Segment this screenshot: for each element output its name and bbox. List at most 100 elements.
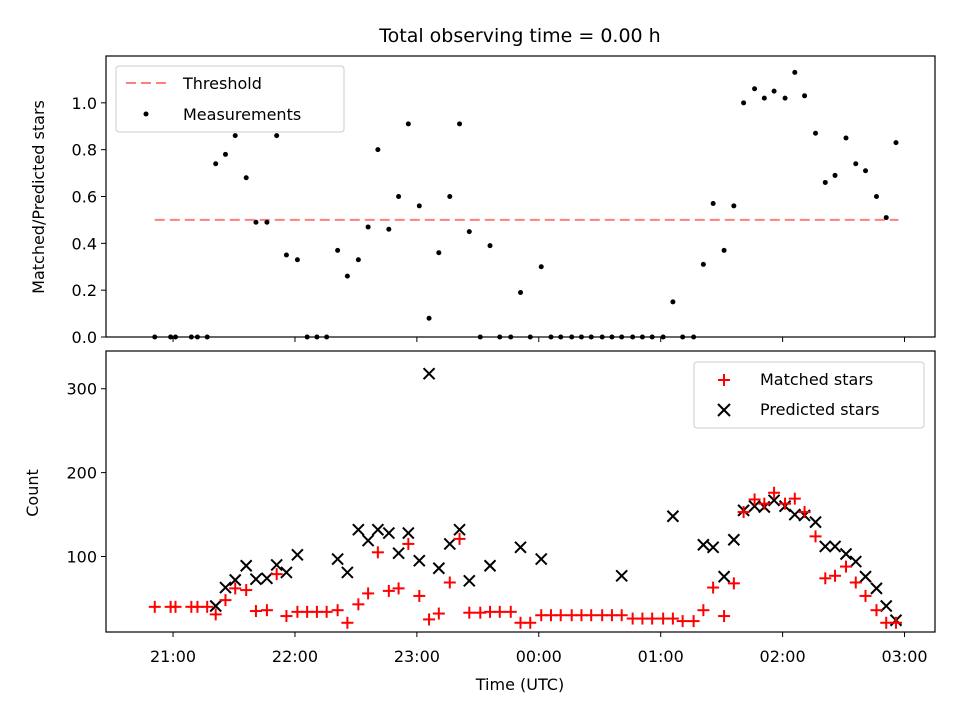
top-panel: 0.0 0.2 0.4 0.6 0.8 1.0 Matched/Predicted sta… bbox=[29, 55, 936, 347]
measurement-point bbox=[660, 334, 666, 340]
predicted-star-point bbox=[270, 558, 283, 572]
legend-matched-label: Matched stars bbox=[760, 370, 873, 389]
matched-star-point bbox=[840, 560, 853, 573]
predicted-star-point bbox=[727, 533, 741, 546]
predicted-star-point bbox=[666, 510, 680, 523]
matched-star-point bbox=[331, 604, 344, 617]
matched-stars-points bbox=[148, 486, 902, 629]
top-y-tick-label: 0.6 bbox=[72, 188, 97, 207]
matched-star-point bbox=[870, 604, 883, 617]
measurement-point bbox=[436, 250, 442, 256]
predicted-star-point bbox=[717, 570, 731, 583]
chart-title: Total observing time = 0.00 h bbox=[378, 25, 660, 47]
bottom-y-tick-label: 100 bbox=[66, 548, 97, 567]
x-tick-label: 21:00 bbox=[150, 647, 196, 666]
predicted-star-point bbox=[880, 599, 893, 613]
matched-star-point bbox=[413, 589, 426, 602]
predicted-star-point bbox=[352, 523, 365, 536]
predicted-star-point bbox=[706, 541, 720, 554]
measurement-point bbox=[457, 121, 463, 127]
top-legend-box bbox=[115, 65, 345, 133]
bottom-y-tick-label: 200 bbox=[66, 464, 97, 483]
matched-star-point bbox=[382, 584, 395, 597]
measurement-point bbox=[232, 133, 238, 139]
predicted-star-point bbox=[535, 552, 548, 566]
measurement-point bbox=[691, 334, 697, 340]
matched-star-point bbox=[727, 577, 740, 590]
matched-star-point bbox=[493, 605, 506, 618]
measurement-point bbox=[670, 299, 676, 305]
predicted-star-point bbox=[514, 541, 527, 554]
measurement-point bbox=[578, 334, 584, 340]
top-y-tick-label: 0.4 bbox=[72, 234, 97, 253]
measurement-point bbox=[294, 257, 300, 263]
measurement-point bbox=[386, 226, 392, 232]
measurement-point bbox=[416, 203, 422, 209]
predicted-star-point bbox=[209, 599, 222, 613]
matched-star-point bbox=[615, 609, 628, 622]
measurement-point bbox=[466, 229, 472, 235]
measurement-point bbox=[853, 161, 859, 167]
predicted-star-point bbox=[809, 515, 822, 529]
measurement-point bbox=[710, 201, 716, 207]
measurement-point bbox=[893, 140, 899, 146]
measurement-point bbox=[569, 334, 575, 340]
measurement-point bbox=[518, 290, 523, 296]
measurement-point bbox=[253, 219, 259, 225]
predicted-star-point bbox=[371, 523, 385, 536]
predicted-star-point bbox=[219, 581, 232, 594]
predicted-star-point bbox=[291, 548, 304, 562]
predicted-star-point bbox=[422, 367, 436, 380]
predicted-star-point bbox=[748, 499, 761, 513]
matched-star-point bbox=[341, 616, 354, 629]
measurement-point bbox=[741, 100, 747, 106]
predicted-stars-points bbox=[209, 367, 903, 627]
matched-star-point bbox=[718, 610, 731, 623]
measurement-point bbox=[188, 334, 194, 340]
matched-star-point bbox=[829, 569, 842, 582]
measurement-point bbox=[619, 334, 625, 340]
measurement-point bbox=[222, 151, 228, 157]
measurement-point bbox=[558, 334, 564, 340]
predicted-star-point bbox=[392, 546, 405, 560]
measurement-point bbox=[599, 334, 605, 340]
measurement-point bbox=[639, 334, 645, 340]
matched-star-point bbox=[697, 604, 710, 617]
predicted-star-point bbox=[382, 526, 396, 540]
measurement-point bbox=[538, 264, 544, 270]
matched-star-point bbox=[260, 604, 273, 617]
predicted-star-point bbox=[767, 494, 781, 507]
matched-star-point bbox=[240, 584, 253, 597]
predicted-star-point bbox=[483, 559, 497, 572]
x-tick-label: 00:00 bbox=[516, 647, 562, 666]
top-y-axis-label: Matched/Predicted stars bbox=[29, 100, 48, 294]
measurement-point bbox=[168, 334, 174, 340]
top-y-tick-label: 0.0 bbox=[72, 328, 97, 347]
measurement-point bbox=[314, 334, 320, 340]
x-tick-label: 22:00 bbox=[272, 647, 318, 666]
top-y-tick-label: 1.0 bbox=[72, 94, 97, 113]
top-x-ticks bbox=[172, 337, 906, 342]
measurement-point bbox=[680, 334, 686, 340]
predicted-star-point bbox=[260, 572, 274, 585]
matched-star-point bbox=[707, 581, 720, 594]
predicted-star-point bbox=[839, 547, 853, 561]
bottom-legend-box bbox=[693, 361, 925, 429]
predicted-star-point bbox=[453, 523, 466, 536]
matched-star-point bbox=[249, 605, 262, 618]
predicted-star-point bbox=[849, 555, 862, 568]
matched-star-point bbox=[423, 613, 436, 626]
measurement-point bbox=[172, 334, 178, 340]
measurement-point bbox=[832, 172, 838, 178]
matched-star-point bbox=[432, 607, 445, 620]
measurement-point bbox=[152, 334, 158, 340]
matched-star-point bbox=[524, 616, 537, 629]
matched-star-point bbox=[270, 568, 283, 581]
measurement-point bbox=[731, 203, 737, 209]
matched-star-point bbox=[453, 532, 466, 545]
top-y-tick-label: 0.2 bbox=[72, 281, 97, 300]
matched-star-point bbox=[148, 600, 161, 613]
legend-threshold-label: Threshold bbox=[182, 74, 262, 93]
x-axis-label: Time (UTC) bbox=[475, 675, 564, 694]
predicted-star-point bbox=[819, 540, 832, 553]
